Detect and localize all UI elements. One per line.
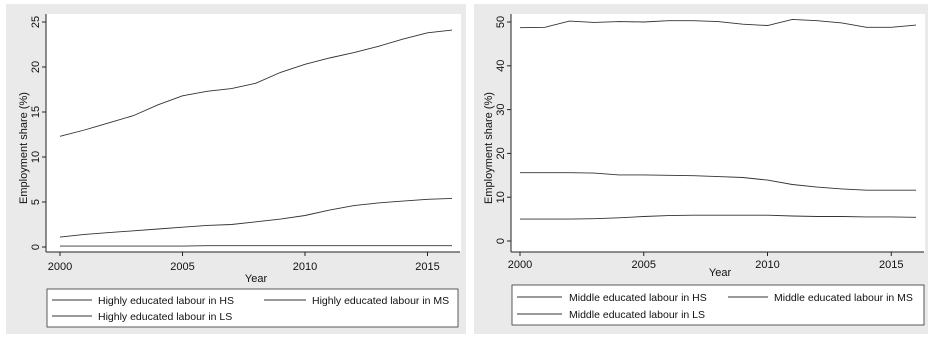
left-legend: [46, 288, 459, 328]
y-tick-label: 15: [30, 106, 42, 118]
series-line-2: [59, 197, 453, 238]
left-plot-area: [46, 14, 461, 252]
y-tick-label: 50: [495, 16, 507, 28]
x-tick-label: 2005: [632, 259, 656, 271]
y-tick-label: 25: [30, 16, 42, 28]
right-plot-area: [511, 14, 925, 252]
y-tick-label: 20: [495, 147, 507, 159]
right-legend-items: Middle educated labour in HS Middle educa…: [517, 292, 913, 321]
y-tick-label: 30: [495, 103, 507, 115]
x-tick-label: 2010: [293, 261, 317, 273]
y-tick-label: 20: [30, 61, 42, 73]
series-line-1: [520, 172, 916, 191]
right-axes: 0 10 20 30 40 50 2000 2005 2010 2015: [495, 14, 924, 271]
y-tick-label: 5: [30, 199, 42, 205]
left-y-axis-label: Employment share (%): [18, 92, 30, 204]
right-chart: 0 10 20 30 40 50 2000 2005 2010 2015 Year Employm…: [483, 14, 925, 326]
y-tick-label: 10: [495, 191, 507, 203]
left-legend-items: Highly educated labour in HS Highly educa…: [52, 295, 449, 323]
legend-label-3: Highly educated labour in LS: [98, 311, 232, 323]
x-tick-label: 2015: [879, 259, 903, 271]
left-axes: 0 5 10 15 20 25 2000 2005 2010 2015: [30, 14, 460, 273]
right-series-lines: [519, 18, 917, 220]
y-tick-label: 0: [495, 238, 507, 244]
y-tick-label: 10: [30, 151, 42, 163]
legend-label-2: Middle educated labour in MS: [774, 292, 913, 304]
series-line-3: [520, 214, 917, 220]
legend-label-2: Highly educated labour in MS: [312, 295, 449, 307]
left-series-lines: [59, 29, 453, 247]
x-tick-label: 2005: [170, 261, 194, 273]
left-x-axis-label: Year: [245, 273, 268, 285]
x-tick-label: 2000: [48, 261, 72, 273]
series-line-2: [519, 18, 917, 29]
x-tick-label: 2010: [755, 259, 779, 271]
right-legend: [511, 284, 925, 326]
right-x-axis-label: Year: [709, 267, 732, 279]
right-y-axis-label: Employment share (%): [483, 92, 495, 204]
legend-label-1: Middle educated labour in HS: [569, 292, 707, 304]
legend-label-1: Highly educated labour in HS: [98, 295, 234, 307]
y-tick-label: 40: [495, 60, 507, 72]
y-tick-label: 0: [30, 244, 42, 250]
x-tick-label: 2015: [415, 261, 439, 273]
legend-label-3: Middle educated labour in LS: [569, 309, 705, 321]
left-chart: 0 5 10 15 20 25 2000 2005 2010 2015 Year Employme…: [18, 14, 461, 328]
series-line-1: [59, 29, 453, 137]
x-tick-label: 2000: [508, 259, 532, 271]
